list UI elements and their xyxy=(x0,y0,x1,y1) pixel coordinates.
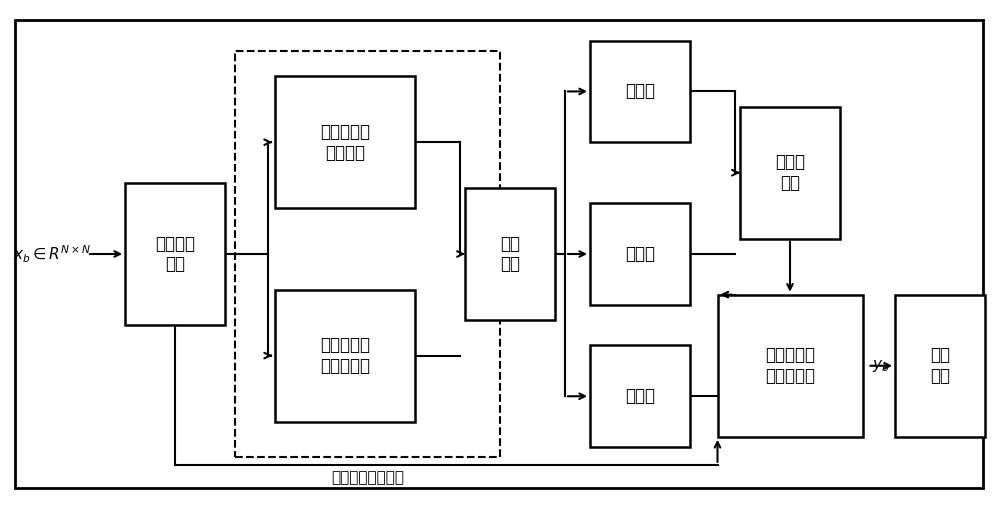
Bar xyxy=(590,345,690,447)
Text: 重构
模块: 重构 模块 xyxy=(930,346,950,385)
Bar xyxy=(235,51,500,457)
Bar xyxy=(275,290,415,422)
Text: 分块压缩
采样: 分块压缩 采样 xyxy=(155,235,195,273)
Text: 平滑块: 平滑块 xyxy=(625,82,655,101)
Text: 测量域与频
域关系模型: 测量域与频 域关系模型 xyxy=(320,336,370,375)
Text: 判决
模块: 判决 模块 xyxy=(500,235,520,273)
Text: 采样数分配
及二次测量: 采样数分配 及二次测量 xyxy=(765,346,815,385)
Bar xyxy=(275,76,415,208)
Text: 测量域块分类模块: 测量域块分类模块 xyxy=(331,470,404,485)
Text: $x_b \in R^{N\times N}$: $x_b \in R^{N\times N}$ xyxy=(13,243,91,265)
Bar xyxy=(590,203,690,305)
Bar xyxy=(895,295,985,437)
Text: 提取测量域
特征图像: 提取测量域 特征图像 xyxy=(320,123,370,162)
Text: 边缘块: 边缘块 xyxy=(625,245,655,263)
Bar xyxy=(465,188,555,320)
Bar xyxy=(740,107,840,239)
Text: 采样率
分配: 采样率 分配 xyxy=(775,153,805,192)
Bar xyxy=(125,183,225,325)
Text: $y_b$: $y_b$ xyxy=(872,358,889,374)
Bar xyxy=(718,295,862,437)
Bar xyxy=(590,41,690,142)
Text: 纹理块: 纹理块 xyxy=(625,387,655,405)
